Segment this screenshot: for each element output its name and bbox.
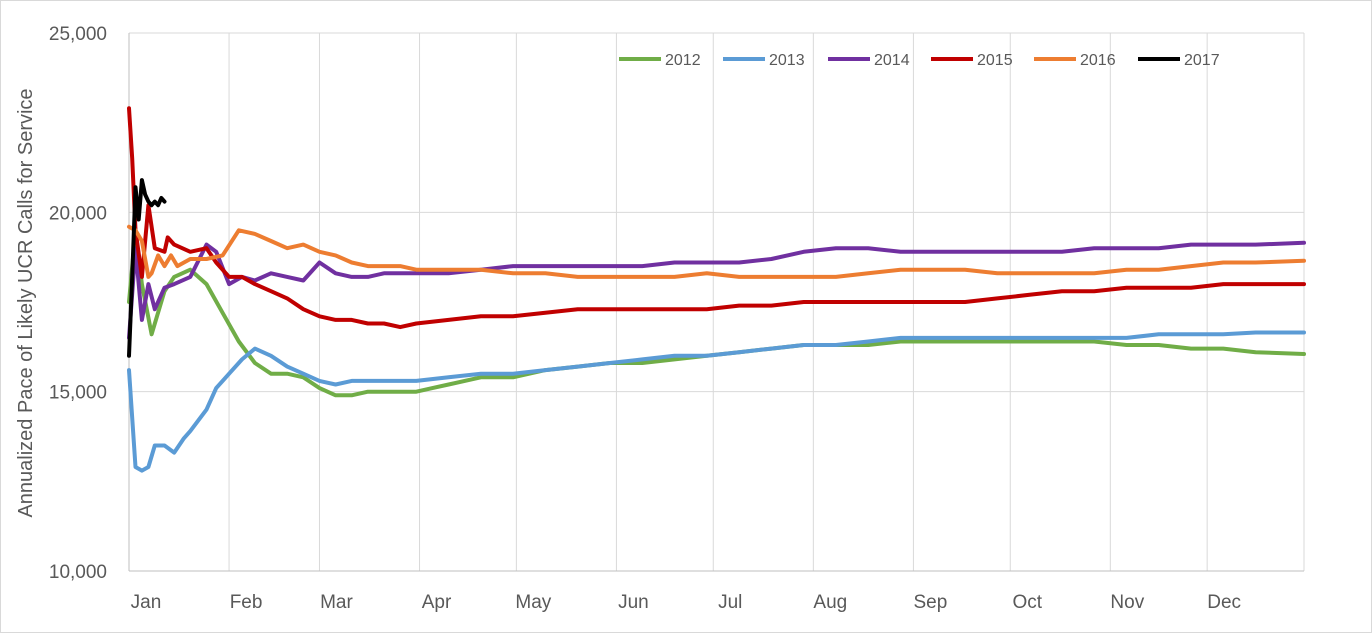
series-line-2017 <box>127 178 167 358</box>
y-axis-ticks: 10,000 15,000 20,000 25,000 <box>49 24 107 583</box>
x-tick-label: Aug <box>813 592 847 613</box>
gridlines <box>129 32 1305 572</box>
x-tick-label: Oct <box>1012 592 1042 613</box>
series-lines <box>127 106 1306 473</box>
legend-label-2012: 2012 <box>665 52 701 69</box>
x-tick-label: Nov <box>1110 592 1144 613</box>
legend: 2012 2013 2014 2015 2016 2017 <box>619 52 1220 69</box>
x-tick-label: Sep <box>914 592 948 613</box>
y-tick-label: 10,000 <box>49 562 107 583</box>
x-tick-label: Apr <box>422 592 452 613</box>
legend-label-2015: 2015 <box>977 52 1013 69</box>
legend-label-2016: 2016 <box>1080 52 1116 69</box>
y-tick-label: 15,000 <box>49 383 107 404</box>
x-tick-label: Mar <box>320 592 353 613</box>
axes <box>128 33 1304 572</box>
x-tick-label: Jun <box>618 592 649 613</box>
x-tick-label: May <box>515 592 551 613</box>
series-line-2015 <box>127 106 1306 330</box>
y-tick-label: 20,000 <box>49 203 107 224</box>
x-tick-label: Jul <box>718 592 742 613</box>
x-tick-label: Feb <box>230 592 263 613</box>
legend-label-2017: 2017 <box>1184 52 1220 69</box>
series-line-2013 <box>127 330 1306 473</box>
y-axis-label: Annualized Pace of Likely UCR Calls for … <box>15 88 37 517</box>
series-line-2016 <box>127 224 1306 279</box>
x-tick-label: Dec <box>1207 592 1241 613</box>
series-line-2014 <box>127 240 1306 340</box>
series-line-2012 <box>127 228 1306 398</box>
legend-label-2013: 2013 <box>769 52 805 69</box>
x-axis-ticks: Jan Feb Mar Apr May Jun Jul Aug Sep Oct Nov Dec <box>131 592 1241 613</box>
legend-label-2014: 2014 <box>874 52 910 69</box>
y-tick-label: 25,000 <box>49 24 107 45</box>
x-tick-label: Jan <box>131 592 162 613</box>
